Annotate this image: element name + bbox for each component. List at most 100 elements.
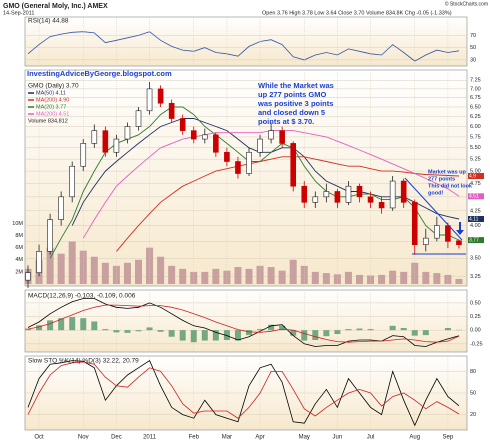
volume-bar: [123, 262, 131, 284]
volume-bar: [433, 273, 441, 284]
candle-body: [213, 134, 219, 153]
volume-bar: [378, 274, 386, 284]
candle-body: [378, 202, 385, 209]
legend-entry: Volume 834,812: [28, 118, 68, 124]
candle-body: [334, 191, 341, 203]
histogram-bar: [223, 330, 230, 340]
volume-bar: [201, 271, 209, 284]
histogram-bar: [367, 329, 374, 331]
histogram-bar: [69, 317, 76, 331]
candle-body: [102, 130, 109, 153]
panel-title: MACD(12,26,9) -0.103, -0.109, 0.006: [28, 293, 136, 300]
candle-body: [301, 185, 308, 203]
candle-body: [135, 110, 142, 127]
volume-bar: [90, 256, 98, 284]
y-tick-label: 6.75: [470, 95, 481, 101]
histogram-bar: [444, 328, 451, 331]
x-tick-label: Feb: [189, 435, 200, 441]
candle-body: [279, 130, 285, 144]
volume-bar: [79, 250, 87, 284]
y-tick-label: 50: [470, 390, 476, 396]
volume-bar: [311, 271, 319, 284]
candle-body: [422, 237, 429, 245]
y-tick-label: 0.00: [470, 328, 481, 334]
candle-body: [113, 138, 120, 153]
candle-body: [367, 196, 374, 203]
candle-body: [80, 143, 87, 167]
histogram-bar: [146, 327, 153, 331]
volume-bar: [455, 278, 463, 284]
legend-entry: MA(50) 4.11: [36, 90, 66, 96]
value-tag-label: 4.51: [469, 194, 479, 200]
candle-body: [246, 151, 252, 174]
histogram-bar: [301, 330, 308, 341]
histogram-bar: [356, 328, 363, 331]
volume-bar: [444, 274, 452, 284]
candle-body: [235, 161, 241, 174]
candle-body: [257, 138, 263, 153]
histogram-bar: [157, 330, 164, 332]
volume-bar: [46, 247, 54, 284]
candle-body: [168, 102, 175, 119]
y-tick-label: 7.25: [470, 78, 481, 84]
histogram-bar: [135, 330, 142, 332]
volume-bar: [344, 271, 352, 284]
y-tick-label: 6M: [15, 245, 23, 251]
value-tag: [468, 215, 484, 222]
value-tag-label: 3.77: [469, 237, 479, 243]
x-tick-label: Sep: [443, 435, 454, 441]
line-series: [27, 298, 460, 347]
panel-title: RSI(14) 44.88: [28, 18, 69, 25]
candle-body: [202, 134, 208, 140]
x-tick-label: Oct: [34, 435, 44, 441]
volume-bar: [422, 271, 430, 284]
candle-body: [400, 180, 407, 203]
symbol: GMO (General Moly, Inc.) AMEX: [3, 3, 108, 10]
quote: Open 3.76 High 3.78 Low 3.64 Close 3.70 …: [262, 10, 452, 16]
histogram-bar: [80, 318, 87, 331]
volume-bar: [179, 268, 187, 284]
value-tag: [468, 193, 484, 200]
candle-body: [91, 130, 98, 144]
histogram-bar: [345, 329, 352, 331]
candle-body: [456, 240, 462, 245]
histogram-bar: [323, 330, 330, 337]
y-tick-label: 6.00: [470, 124, 481, 130]
histogram-bar: [113, 330, 120, 333]
price-panel: [24, 69, 468, 287]
volume-bar: [267, 267, 275, 284]
volume-bar: [101, 262, 109, 284]
annotation-line: This did not look: [428, 183, 473, 189]
annotation-line: was positive 3 points: [257, 99, 333, 108]
histogram-bar: [168, 330, 175, 337]
histogram-bar: [268, 324, 275, 331]
x-tick-label: Dec: [111, 435, 122, 441]
chart-layer: 70 50 30 RSI(14) 44.88 7.25 7.00 6.75 6.50 6.25 6…: [12, 17, 484, 441]
y-tick-label: 0.50: [470, 300, 481, 306]
annotation-line: 277 points: [428, 176, 455, 182]
volume-bar: [245, 268, 253, 284]
x-tick-label: Nov: [78, 435, 89, 441]
legend-entry: MA(200) 4.90: [36, 97, 69, 103]
candle-body: [146, 88, 153, 112]
line-series: [27, 360, 460, 427]
annotation-line: good!: [428, 190, 443, 196]
trend-line: [404, 177, 463, 241]
candle-body: [190, 130, 197, 140]
y-tick-label: 2M: [15, 269, 23, 275]
histogram-bar: [179, 330, 186, 341]
y-tick-label: 50: [470, 45, 476, 51]
panel-title: Slow STO %K(14) %D(3) 32.22, 20.79: [28, 358, 139, 365]
candle-body: [36, 251, 42, 273]
histogram-bar: [58, 318, 65, 331]
value-tag-label: 4.11: [469, 216, 479, 222]
histogram-bar: [201, 330, 208, 341]
y-tick-label: 5.25: [470, 157, 481, 163]
y-tick-label: 4.25: [470, 208, 481, 214]
volume-bar: [400, 271, 408, 284]
histogram-bar: [190, 330, 197, 343]
y-tick-label: 10M: [12, 221, 23, 227]
line-series: [27, 361, 460, 419]
line-series: [27, 31, 460, 62]
annotation-line: points at $ 3.70.: [258, 117, 314, 126]
